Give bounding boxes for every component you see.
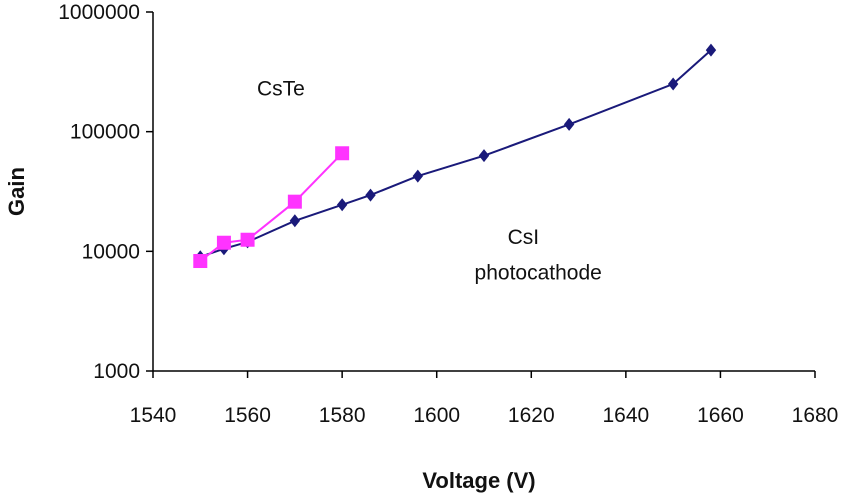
- y-axis-title: Gain: [4, 167, 29, 216]
- csi-photocathode-point: [289, 214, 301, 228]
- x-tick-label: 1620: [508, 404, 555, 427]
- csi-photocathode-point: [478, 149, 490, 163]
- x-tick-label: 1680: [792, 404, 839, 427]
- csi-photocathode-point: [667, 77, 679, 91]
- cste-point: [335, 146, 350, 161]
- axes: [146, 11, 816, 378]
- annotations: CsTe CsI photocathode: [257, 78, 602, 285]
- x-tick-label: 1660: [697, 404, 744, 427]
- y-tick-label: 10000: [82, 240, 140, 263]
- series-layer: [193, 43, 717, 269]
- x-tick-label: 1640: [602, 404, 649, 427]
- csi-photocathode-point: [336, 198, 348, 212]
- y-tick-label: 1000: [93, 360, 140, 383]
- cste-point: [240, 232, 255, 247]
- cste-point: [193, 254, 208, 269]
- annotation-photocathode: photocathode: [475, 262, 602, 285]
- x-tick-label: 1540: [130, 404, 177, 427]
- csi-photocathode-point: [412, 169, 423, 183]
- csi-photocathode-point: [705, 43, 717, 57]
- cste-point: [287, 194, 302, 209]
- y-tick-label: 1000000: [58, 1, 140, 24]
- x-axis-title: Voltage (V): [422, 468, 535, 493]
- annotation-csi: CsI: [508, 226, 539, 249]
- x-tick-label: 1560: [224, 404, 271, 427]
- cste-point: [216, 235, 231, 250]
- x-tick-label: 1600: [413, 404, 460, 427]
- csi-photocathode-point: [365, 188, 376, 202]
- tick-labels: 1000 10000 100000 1000000 1540 1560 1580 1600 16…: [58, 1, 838, 427]
- y-tick-label: 100000: [70, 121, 140, 144]
- x-tick-label: 1580: [319, 404, 366, 427]
- csi-photocathode-point: [563, 117, 575, 131]
- annotation-cste: CsTe: [257, 78, 305, 101]
